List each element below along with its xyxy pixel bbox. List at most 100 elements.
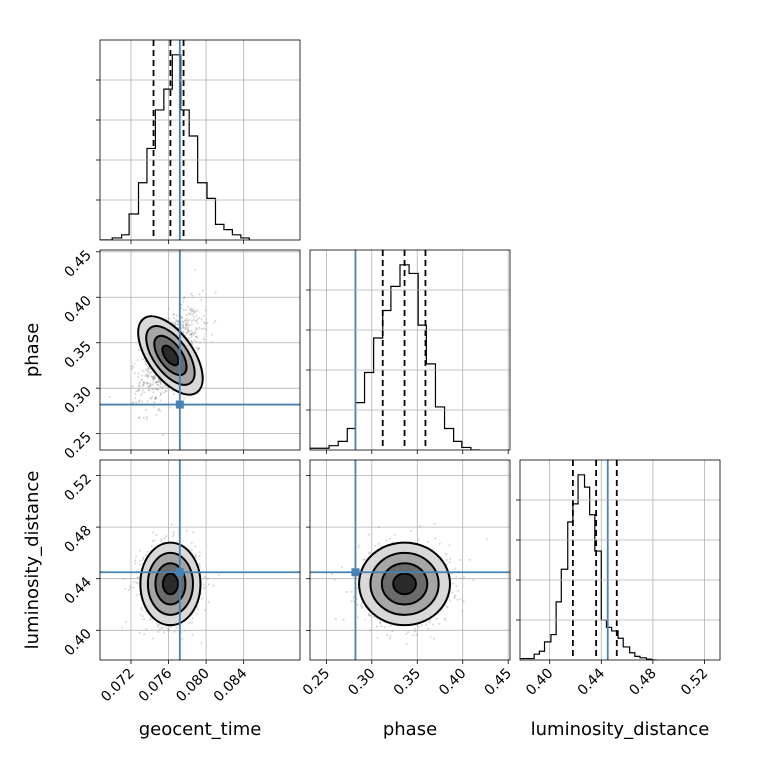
scatter-point bbox=[152, 378, 155, 381]
scatter-point bbox=[182, 326, 185, 329]
scatter-point bbox=[196, 327, 199, 330]
contour-line bbox=[392, 572, 417, 596]
scatter-point bbox=[133, 580, 136, 583]
scatter-point bbox=[356, 587, 359, 590]
scatter-point bbox=[197, 347, 200, 350]
scatter-point bbox=[472, 579, 475, 582]
scatter-point bbox=[448, 561, 451, 564]
scatter-point bbox=[456, 589, 459, 592]
scatter-point bbox=[459, 597, 462, 600]
contour-line bbox=[139, 541, 202, 627]
scatter-point bbox=[369, 629, 372, 632]
scatter-point bbox=[144, 374, 147, 377]
scatter-point bbox=[150, 397, 153, 400]
scatter-point bbox=[175, 320, 178, 323]
scatter-point bbox=[198, 341, 201, 344]
scatter-point bbox=[160, 538, 163, 541]
x-tick-label: 0.52 bbox=[678, 666, 711, 699]
scatter-point bbox=[449, 599, 452, 602]
scatter-point bbox=[186, 326, 189, 329]
scatter-point bbox=[176, 320, 179, 323]
scatter-point bbox=[141, 358, 144, 361]
scatter-point bbox=[138, 385, 141, 388]
scatter-point bbox=[160, 381, 163, 384]
histogram-luminosity_distance bbox=[520, 474, 657, 660]
scatter-point bbox=[359, 604, 362, 607]
scatter-point bbox=[333, 578, 336, 581]
scatter-point bbox=[155, 381, 158, 384]
scatter-point bbox=[157, 625, 160, 628]
panel-content bbox=[520, 460, 657, 660]
scatter-point bbox=[145, 418, 148, 421]
scatter-point bbox=[201, 597, 204, 600]
scatter-point bbox=[410, 530, 413, 533]
scatter-point bbox=[168, 317, 171, 320]
scatter-point bbox=[202, 327, 205, 330]
scatter-point bbox=[147, 374, 150, 377]
scatter-point bbox=[139, 563, 142, 566]
scatter-point bbox=[181, 327, 184, 330]
panel-geocent_time-vs-phase: 0.25 0.30 0.35 0.40 0.45 bbox=[61, 247, 301, 463]
scatter-point bbox=[147, 368, 150, 371]
scatter-point bbox=[191, 313, 194, 316]
panel-content bbox=[100, 250, 300, 450]
scatter-point bbox=[364, 618, 367, 621]
scatter-point bbox=[195, 335, 198, 338]
ylabel-phase: phase bbox=[22, 323, 43, 377]
scatter-point bbox=[143, 381, 146, 384]
scatter-point bbox=[154, 396, 157, 399]
scatter-point bbox=[190, 332, 193, 335]
scatter-point bbox=[172, 322, 175, 325]
scatter-point bbox=[162, 631, 165, 634]
scatter-point bbox=[352, 596, 355, 599]
scatter-point bbox=[192, 333, 195, 336]
hist-panel-geocent_time bbox=[96, 39, 301, 244]
scatter-point bbox=[145, 628, 148, 631]
scatter-point bbox=[159, 383, 162, 386]
scatter-point bbox=[187, 323, 190, 326]
scatter-point bbox=[367, 613, 370, 616]
scatter-point bbox=[164, 385, 167, 388]
scatter-point bbox=[197, 347, 200, 350]
scatter-point bbox=[146, 400, 149, 403]
scatter-point bbox=[137, 372, 140, 375]
scatter-point bbox=[137, 349, 140, 352]
contour-line bbox=[380, 562, 429, 606]
scatter-point bbox=[429, 636, 432, 639]
scatter-point bbox=[146, 381, 149, 384]
scatter-point bbox=[161, 434, 164, 437]
scatter-point bbox=[136, 582, 139, 585]
x-tick-label: 0.40 bbox=[436, 666, 469, 699]
scatter-point bbox=[182, 331, 185, 334]
scatter-point bbox=[162, 385, 165, 388]
scatter-point bbox=[195, 555, 198, 558]
scatter-point bbox=[172, 313, 175, 316]
scatter-point bbox=[150, 375, 153, 378]
scatter-point bbox=[136, 576, 139, 579]
scatter-point bbox=[454, 594, 457, 597]
scatter-point bbox=[148, 385, 151, 388]
hist-panel-phase bbox=[306, 249, 511, 454]
scatter-point bbox=[462, 600, 465, 603]
scatter-point bbox=[154, 377, 157, 380]
xlabel-phase: phase bbox=[383, 719, 437, 740]
scatter-point bbox=[191, 331, 194, 334]
scatter-point bbox=[211, 333, 214, 336]
scatter-point bbox=[202, 336, 205, 339]
scatter-point bbox=[180, 303, 183, 306]
scatter-point bbox=[185, 324, 188, 327]
scatter-point bbox=[388, 637, 391, 640]
panel-frame bbox=[99, 459, 301, 661]
scatter-point bbox=[187, 337, 190, 340]
y-tick-label: 0.48 bbox=[61, 523, 94, 556]
scatter-point bbox=[157, 381, 160, 384]
y-tick-label: 0.30 bbox=[61, 384, 94, 417]
scatter-point bbox=[363, 558, 366, 561]
scatter-point bbox=[420, 624, 423, 627]
scatter-point bbox=[154, 382, 157, 385]
scatter-point bbox=[414, 627, 417, 630]
scatter-point bbox=[180, 324, 183, 327]
x-tick-label: 0.40 bbox=[523, 666, 556, 699]
x-tick-label: 0.084 bbox=[211, 665, 251, 705]
